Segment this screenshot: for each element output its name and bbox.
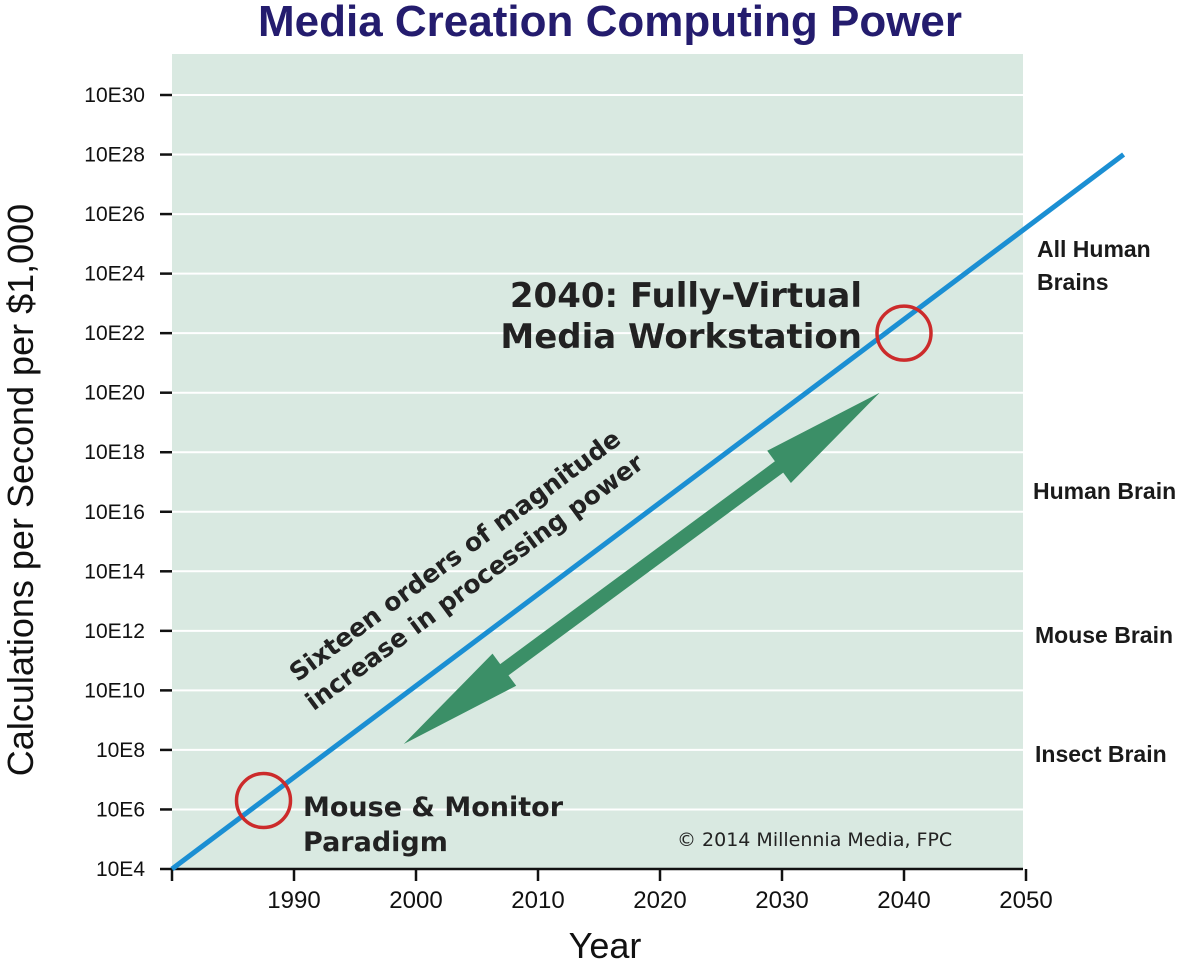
x-axis-label: Year bbox=[569, 925, 642, 962]
side-label-all-human-brains-line-2: Brains bbox=[1037, 269, 1109, 295]
plot-background bbox=[172, 54, 1023, 869]
workstation-annotation-line-1: 2040: Fully-Virtual bbox=[510, 276, 862, 316]
y-tick-label-10E14: 10E14 bbox=[84, 560, 145, 583]
y-tick-label-10E18: 10E18 bbox=[84, 441, 145, 464]
side-label-mouse-brain: Mouse Brain bbox=[1035, 622, 1173, 648]
y-tick-label-10E30: 10E30 bbox=[84, 84, 145, 107]
y-tick-label-10E10: 10E10 bbox=[84, 679, 145, 702]
y-tick-label-10E12: 10E12 bbox=[84, 620, 145, 643]
copyright-notice: © 2014 Millennia Media, FPC bbox=[677, 829, 952, 851]
x-axis-ticks: 1990 2000 2010 2020 2030 2040 2050 bbox=[170, 869, 1053, 914]
x-tick-label-2000: 2000 bbox=[389, 887, 442, 914]
y-tick-label-10E20: 10E20 bbox=[84, 382, 145, 405]
x-tick-label-2040: 2040 bbox=[877, 887, 930, 914]
side-label-insect-brain: Insect Brain bbox=[1035, 741, 1167, 767]
series-layer bbox=[170, 152, 1126, 871]
marker-circle-2040 bbox=[875, 304, 933, 362]
gridlines bbox=[172, 94, 1023, 811]
series-line-computing-power bbox=[170, 152, 1126, 871]
y-tick-label-10E4: 10E4 bbox=[96, 858, 145, 881]
paradigm-annotation-line-2: Paradigm bbox=[303, 827, 448, 858]
workstation-annotation-line-2: Media Workstation bbox=[500, 317, 862, 357]
growth-arrow bbox=[403, 392, 880, 744]
x-tick-label-2010: 2010 bbox=[511, 887, 564, 914]
paradigm-annotation-line-1: Mouse & Monitor bbox=[303, 792, 564, 823]
y-tick-label-10E24: 10E24 bbox=[84, 263, 145, 286]
y-tick-label-10E28: 10E28 bbox=[84, 144, 145, 167]
x-tick-label-2030: 2030 bbox=[755, 887, 808, 914]
x-tick-label-2050: 2050 bbox=[999, 887, 1052, 914]
y-tick-label-10E6: 10E6 bbox=[96, 798, 145, 821]
y-tick-label-10E16: 10E16 bbox=[84, 501, 145, 524]
chart-title: Media Creation Computing Power bbox=[258, 0, 962, 46]
markers bbox=[234, 304, 933, 830]
x-tick-label-2020: 2020 bbox=[633, 887, 686, 914]
side-label-all-human-brains-line-1: All Human bbox=[1037, 236, 1151, 262]
y-tick-label-10E8: 10E8 bbox=[96, 739, 145, 762]
growth-arrow-group bbox=[403, 392, 880, 744]
y-axis-ticks: 10E4 10E6 10E8 10E10 10E12 10E14 10E16 10E18 10E… bbox=[84, 84, 172, 881]
side-label-human-brain: Human Brain bbox=[1033, 478, 1176, 504]
marker-circle-mouse-monitor bbox=[234, 771, 293, 830]
y-axis-label: Calculations per Second per $1,000 bbox=[0, 204, 41, 776]
x-tick-label-1990: 1990 bbox=[267, 887, 320, 914]
y-tick-label-10E22: 10E22 bbox=[84, 322, 145, 345]
y-tick-label-10E26: 10E26 bbox=[84, 203, 145, 226]
